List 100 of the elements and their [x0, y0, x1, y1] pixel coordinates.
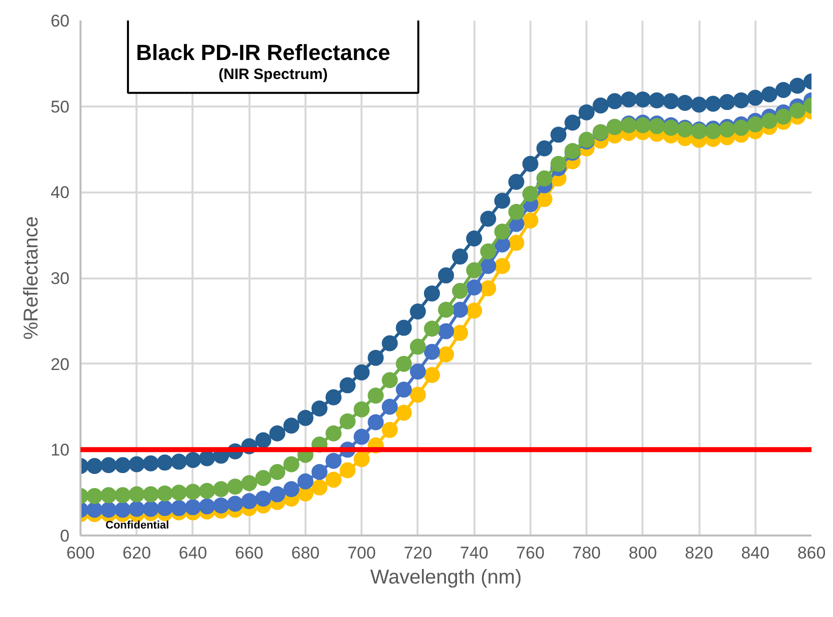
point [396, 404, 412, 421]
x-axis-title: Wavelength (nm) [370, 566, 522, 588]
point [269, 464, 286, 480]
point [620, 91, 637, 108]
point [578, 104, 595, 120]
point [340, 413, 356, 430]
point [634, 91, 651, 108]
point [326, 472, 342, 488]
point [648, 92, 665, 108]
point [184, 484, 201, 500]
point [156, 485, 173, 502]
point [466, 262, 482, 278]
point [747, 90, 764, 106]
point [775, 82, 792, 98]
point [227, 496, 244, 512]
point [213, 481, 230, 498]
point [564, 114, 581, 131]
text: (NIR Spectrum) [218, 66, 328, 84]
x-tick-label: 820 [684, 544, 714, 562]
point [522, 186, 538, 202]
point [114, 487, 131, 504]
point [170, 500, 187, 516]
point [199, 482, 216, 499]
point [747, 116, 764, 132]
point [184, 452, 201, 468]
point [142, 486, 159, 502]
point [761, 86, 778, 102]
point [382, 335, 398, 352]
y-tick-label: 10 [50, 440, 70, 460]
point [241, 493, 258, 510]
point [466, 279, 482, 296]
point [396, 320, 412, 336]
point [142, 455, 159, 472]
point [466, 302, 482, 319]
point [382, 398, 398, 415]
point [255, 490, 272, 507]
point [452, 324, 468, 341]
point [606, 93, 623, 110]
point [789, 102, 806, 119]
point [100, 457, 117, 474]
point [536, 170, 552, 186]
x-tick-label: 720 [404, 544, 432, 562]
point [508, 234, 524, 251]
point [156, 500, 173, 516]
point [354, 451, 370, 468]
point [705, 96, 722, 112]
point [340, 462, 356, 478]
point [789, 78, 806, 94]
point [410, 303, 426, 320]
point [114, 457, 131, 474]
point [241, 475, 258, 492]
y-tick-label: 20 [50, 354, 70, 374]
point [494, 258, 510, 274]
point [676, 94, 693, 111]
point [410, 364, 426, 380]
x-tick-label: 600 [66, 544, 95, 562]
point [438, 323, 454, 340]
x-tick-label: 640 [178, 544, 208, 562]
point [761, 112, 778, 129]
point [452, 302, 468, 318]
point [480, 243, 496, 260]
point [354, 364, 370, 380]
point [269, 486, 286, 502]
point [480, 280, 496, 296]
point [156, 454, 173, 471]
point [86, 458, 103, 474]
point [86, 488, 103, 504]
point [368, 350, 384, 366]
point [424, 367, 440, 383]
point [691, 96, 708, 113]
point [522, 212, 538, 228]
point [311, 400, 328, 416]
point [424, 285, 440, 302]
point [213, 497, 230, 514]
point [522, 156, 538, 172]
x-tick-label: 840 [741, 544, 770, 562]
point [199, 498, 216, 514]
y-tick-label: 40 [50, 183, 70, 202]
point [382, 372, 398, 388]
point [494, 192, 510, 209]
point [100, 487, 117, 504]
y-tick-label: 60 [50, 12, 70, 30]
point [382, 422, 398, 438]
point [494, 224, 510, 240]
annotation: Confidential [106, 520, 170, 532]
point [536, 140, 552, 156]
point [424, 344, 440, 360]
point [550, 126, 566, 143]
point [128, 500, 145, 517]
point [438, 346, 454, 362]
y-tick-label: 30 [50, 269, 70, 288]
point [297, 473, 314, 490]
point [100, 502, 117, 518]
point [508, 174, 524, 190]
point [550, 156, 566, 172]
point [227, 478, 244, 495]
point [142, 500, 159, 517]
point [466, 230, 482, 246]
x-tick-label: 760 [516, 544, 545, 562]
point [170, 454, 187, 470]
